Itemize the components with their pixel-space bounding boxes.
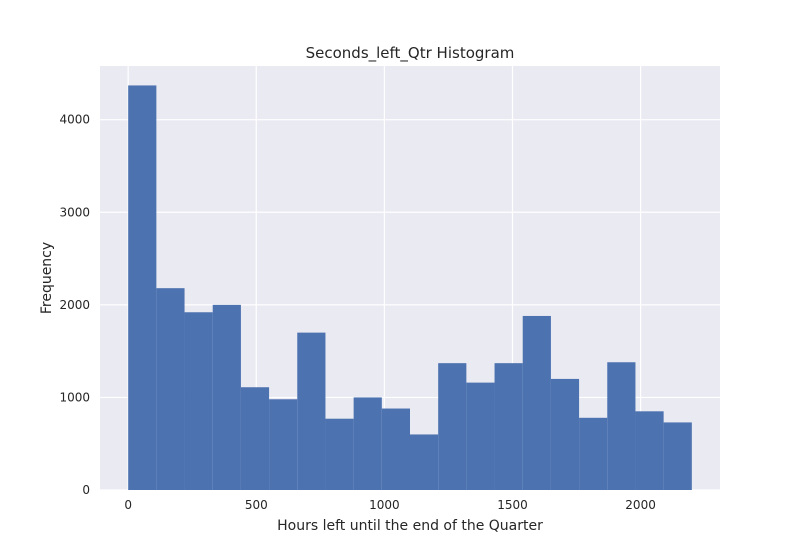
histogram-bar — [607, 362, 636, 490]
histogram-bar — [438, 363, 467, 490]
histogram-bars — [128, 85, 692, 491]
histogram-bar — [579, 417, 608, 490]
histogram-bar — [184, 312, 213, 490]
histogram-bar — [550, 378, 580, 490]
y-tick-label: 0 — [82, 483, 90, 497]
x-axis-label: Hours left until the end of the Quarter — [277, 518, 543, 534]
chart-title: Seconds_left_Qtr Histogram — [306, 44, 515, 63]
x-tick-label: 1000 — [369, 498, 400, 512]
x-tick-label: 500 — [245, 498, 268, 512]
x-tick-label: 2000 — [625, 498, 656, 512]
histogram-bar — [297, 332, 326, 490]
y-tick-labels: 0 1000 2000 3000 4000 — [59, 113, 90, 497]
histogram-bar — [325, 418, 354, 490]
histogram-bar — [156, 288, 185, 490]
y-tick-label: 2000 — [59, 298, 90, 312]
x-tick-label: 0 — [124, 498, 132, 512]
histogram-bar — [494, 363, 523, 490]
histogram-bar — [128, 85, 157, 491]
histogram-bar — [381, 408, 410, 490]
x-tick-labels: 0 500 1000 1500 2000 — [124, 498, 655, 512]
x-tick-label: 1500 — [497, 498, 528, 512]
histogram-bar — [212, 304, 241, 490]
histogram-bar — [269, 399, 298, 490]
histogram-bar — [240, 387, 270, 490]
y-tick-label: 1000 — [59, 390, 90, 404]
histogram-bar — [466, 382, 495, 490]
y-tick-label: 3000 — [59, 205, 90, 219]
y-axis-label: Frequency — [39, 242, 55, 314]
histogram-bar — [663, 422, 692, 490]
y-tick-label: 4000 — [59, 113, 90, 127]
histogram-bar — [410, 434, 439, 490]
histogram-bar — [522, 315, 551, 490]
histogram-bar — [353, 397, 382, 490]
histogram-bar — [635, 411, 664, 490]
